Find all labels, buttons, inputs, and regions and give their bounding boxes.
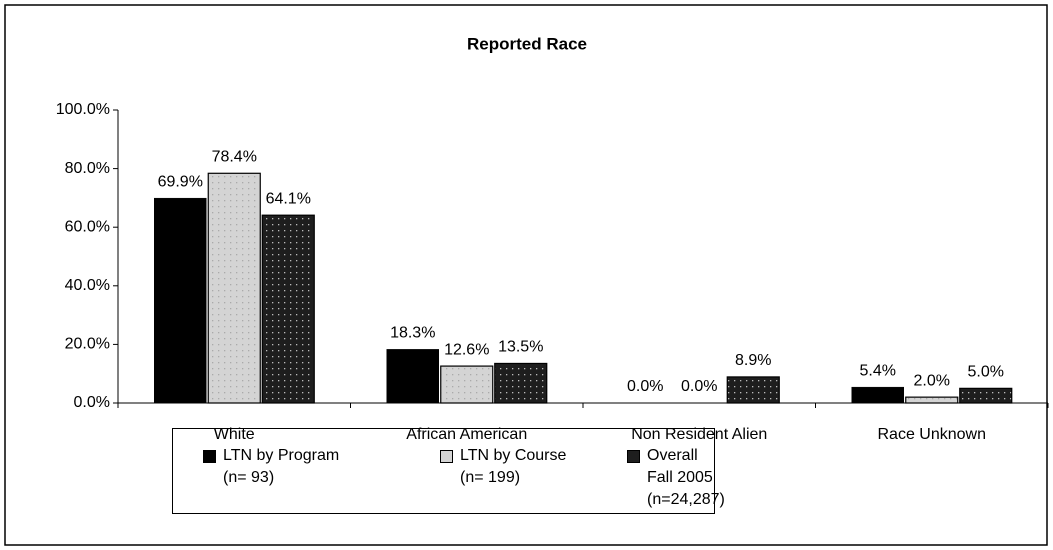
- chart-border: [4, 4, 1048, 546]
- chart-title: Reported Race: [467, 34, 587, 53]
- x-tick-label: White: [214, 426, 255, 443]
- value-label: 0.0%: [681, 378, 717, 395]
- legend-item: LTN by Course (n= 199): [438, 445, 566, 489]
- legend-label: LTN by Program (n= 93): [223, 447, 340, 486]
- value-label: 5.0%: [968, 364, 1004, 381]
- value-label: 8.9%: [735, 352, 771, 369]
- y-tick-label: 20.0%: [65, 336, 110, 353]
- bar: [261, 214, 315, 404]
- value-label: 2.0%: [914, 372, 950, 389]
- x-tick-label: African American: [406, 426, 527, 443]
- legend-swatch: [627, 450, 640, 463]
- legend-item: Overall Fall 2005 (n=24,287): [625, 445, 725, 511]
- legend-swatch: [203, 450, 216, 463]
- y-tick-label: 80.0%: [65, 160, 110, 177]
- bar: [207, 172, 261, 404]
- legend-swatch: [440, 450, 453, 463]
- value-label: 12.6%: [444, 341, 489, 358]
- x-tick-label: Non Resident Alien: [631, 426, 767, 443]
- value-label: 18.3%: [390, 325, 435, 342]
- y-tick-label: 0.0%: [74, 394, 110, 411]
- y-tick-label: 100.0%: [56, 101, 110, 118]
- value-label: 69.9%: [158, 173, 203, 190]
- legend: LTN by Program (n= 93) LTN by Course (n= …: [172, 428, 725, 514]
- bar: [726, 376, 780, 404]
- legend-label: LTN by Course (n= 199): [460, 447, 567, 486]
- bar: [905, 396, 959, 404]
- value-label: 13.5%: [498, 339, 543, 356]
- bar: [440, 365, 494, 404]
- legend-item: LTN by Program (n= 93): [201, 445, 339, 489]
- value-label: 5.4%: [860, 362, 896, 379]
- legend-label: Overall Fall 2005 (n=24,287): [647, 447, 725, 508]
- y-tick-label: 60.0%: [65, 218, 110, 235]
- bar: [386, 349, 439, 404]
- x-tick-label: Race Unknown: [878, 426, 987, 443]
- value-label: 64.1%: [266, 190, 311, 207]
- value-label: 0.0%: [627, 378, 663, 395]
- bar: [494, 362, 548, 404]
- bar: [851, 386, 904, 404]
- bar: [154, 197, 207, 404]
- bar: [959, 387, 1013, 404]
- y-tick-label: 40.0%: [65, 277, 110, 294]
- value-label: 78.4%: [212, 149, 257, 166]
